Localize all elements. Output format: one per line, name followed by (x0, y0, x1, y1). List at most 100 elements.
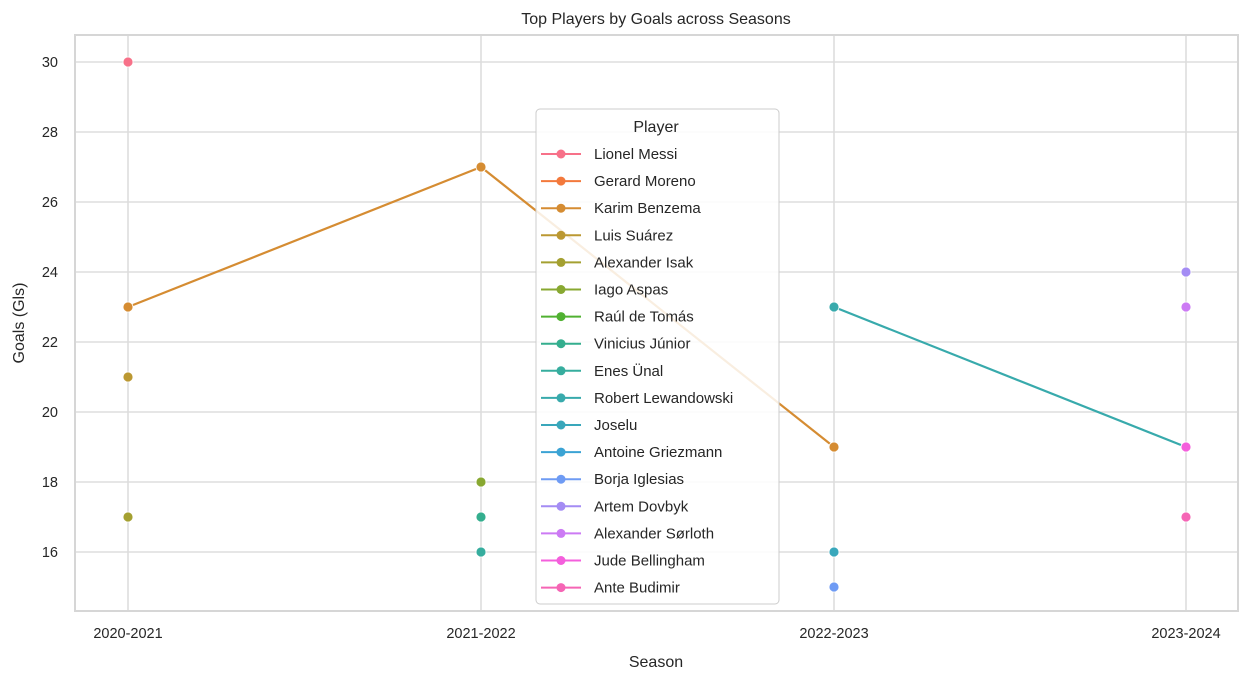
legend-label: Lionel Messi (594, 146, 677, 163)
data-point (122, 301, 134, 313)
legend-marker-icon (556, 583, 566, 593)
series-vinicius-j-nior (475, 511, 487, 523)
legend-marker-icon (556, 528, 566, 538)
legend-marker-icon (556, 257, 566, 267)
legend-marker-icon (556, 393, 566, 403)
series-line (127, 165, 482, 309)
data-point (1180, 301, 1192, 313)
y-tick-label: 16 (42, 545, 58, 561)
series-joselu (828, 546, 840, 558)
legend: Player Lionel Messi Gerard Moreno Karim Be… (535, 108, 780, 605)
legend-marker-icon (556, 149, 566, 159)
legend-label: Ante Budimir (594, 580, 680, 597)
legend-item: Lionel Messi (541, 146, 677, 163)
legend-label: Borja Iglesias (594, 471, 684, 488)
legend-title: Player (633, 119, 679, 136)
y-tick-label: 26 (42, 195, 58, 211)
series-luis-su-rez (122, 371, 134, 383)
y-tick-label: 28 (42, 125, 58, 141)
series-alexander-isak (122, 511, 134, 523)
data-point (828, 441, 840, 453)
legend-marker-icon (556, 420, 566, 430)
series-line (833, 305, 1187, 449)
data-point (122, 371, 134, 383)
x-axis-ticks: 2020-2021 2021-2022 2022-2023 2023-2024 (93, 626, 1220, 642)
x-tick-label: 2022-2023 (799, 626, 868, 642)
legend-marker-icon (556, 501, 566, 511)
series-ante-budimir (1180, 511, 1192, 523)
data-point (1180, 266, 1192, 278)
y-tick-label: 20 (42, 405, 58, 421)
series-enes-nal (475, 546, 487, 558)
legend-marker-icon (556, 339, 566, 349)
y-tick-label: 22 (42, 335, 58, 351)
data-point (475, 511, 487, 523)
y-tick-label: 30 (42, 55, 58, 71)
data-point (475, 546, 487, 558)
y-axis-ticks: 16 18 20 22 24 26 28 30 (42, 55, 58, 561)
legend-label: Gerard Moreno (594, 173, 696, 190)
series-alexander-s-rloth (1180, 301, 1192, 313)
legend-item: Jude Bellingham (541, 553, 705, 570)
legend-label: Raúl de Tomás (594, 309, 694, 326)
legend-item: Robert Lewandowski (541, 390, 733, 407)
series-lionel-messi (122, 56, 134, 68)
legend-item: Karim Benzema (541, 200, 701, 217)
legend-item: Luis Suárez (541, 227, 673, 244)
x-tick-label: 2021-2022 (446, 626, 515, 642)
legend-label: Alexander Sørloth (594, 525, 714, 542)
legend-item: Raúl de Tomás (541, 309, 694, 326)
legend-item: Iago Aspas (541, 282, 668, 299)
legend-marker-icon (556, 474, 566, 484)
data-point (475, 476, 487, 488)
legend-label: Antoine Griezmann (594, 444, 722, 461)
data-point (122, 511, 134, 523)
data-point (828, 301, 840, 313)
data-point (475, 161, 487, 173)
plot-frame (74, 34, 1239, 612)
legend-item: Gerard Moreno (541, 173, 696, 190)
legend-label: Iago Aspas (594, 282, 668, 299)
legend-item: Enes Ünal (541, 362, 663, 380)
legend-marker-icon (556, 447, 566, 457)
legend-item: Borja Iglesias (541, 471, 684, 488)
legend-item: Alexander Isak (541, 254, 694, 271)
legend-item: Joselu (541, 417, 637, 434)
chart-title: Top Players by Goals across Seasons (521, 11, 790, 28)
legend-item: Artem Dovbyk (541, 498, 689, 515)
legend-label: Alexander Isak (594, 254, 694, 271)
x-axis-label: Season (629, 654, 683, 671)
legend-item: Alexander Sørloth (541, 525, 714, 542)
series-artem-dovbyk (1180, 266, 1192, 278)
x-tick-label: 2020-2021 (93, 626, 162, 642)
legend-label: Jude Bellingham (594, 553, 705, 570)
data-point (1180, 511, 1192, 523)
legend-marker-icon (556, 203, 566, 213)
series-iago-aspas (475, 476, 487, 488)
legend-marker-icon (556, 312, 566, 322)
legend-label: Karim Benzema (594, 200, 701, 217)
legend-label: Vinicius Júnior (594, 336, 690, 353)
x-tick-label: 2023-2024 (1151, 626, 1220, 642)
series-borja-iglesias (828, 581, 840, 593)
legend-label: Luis Suárez (594, 227, 673, 244)
y-axis-label: Goals (Gls) (11, 283, 28, 364)
data-point (1180, 441, 1192, 453)
legend-label: Robert Lewandowski (594, 390, 733, 407)
legend-marker-icon (556, 556, 566, 565)
legend-marker-icon (556, 230, 566, 240)
y-tick-label: 24 (42, 265, 58, 281)
legend-label: Enes Ünal (594, 362, 663, 380)
legend-box (535, 108, 780, 605)
data-point (828, 546, 840, 558)
y-tick-label: 18 (42, 475, 58, 491)
legend-label: Joselu (594, 417, 637, 434)
legend-item: Vinicius Júnior (541, 336, 690, 353)
legend-label: Artem Dovbyk (594, 498, 689, 515)
legend-item: Ante Budimir (541, 580, 680, 597)
legend-item: Antoine Griezmann (541, 444, 722, 461)
series-robert-lewandowski (828, 301, 1192, 453)
series-jude-bellingham (1180, 441, 1192, 453)
legend-marker-icon (556, 285, 566, 294)
